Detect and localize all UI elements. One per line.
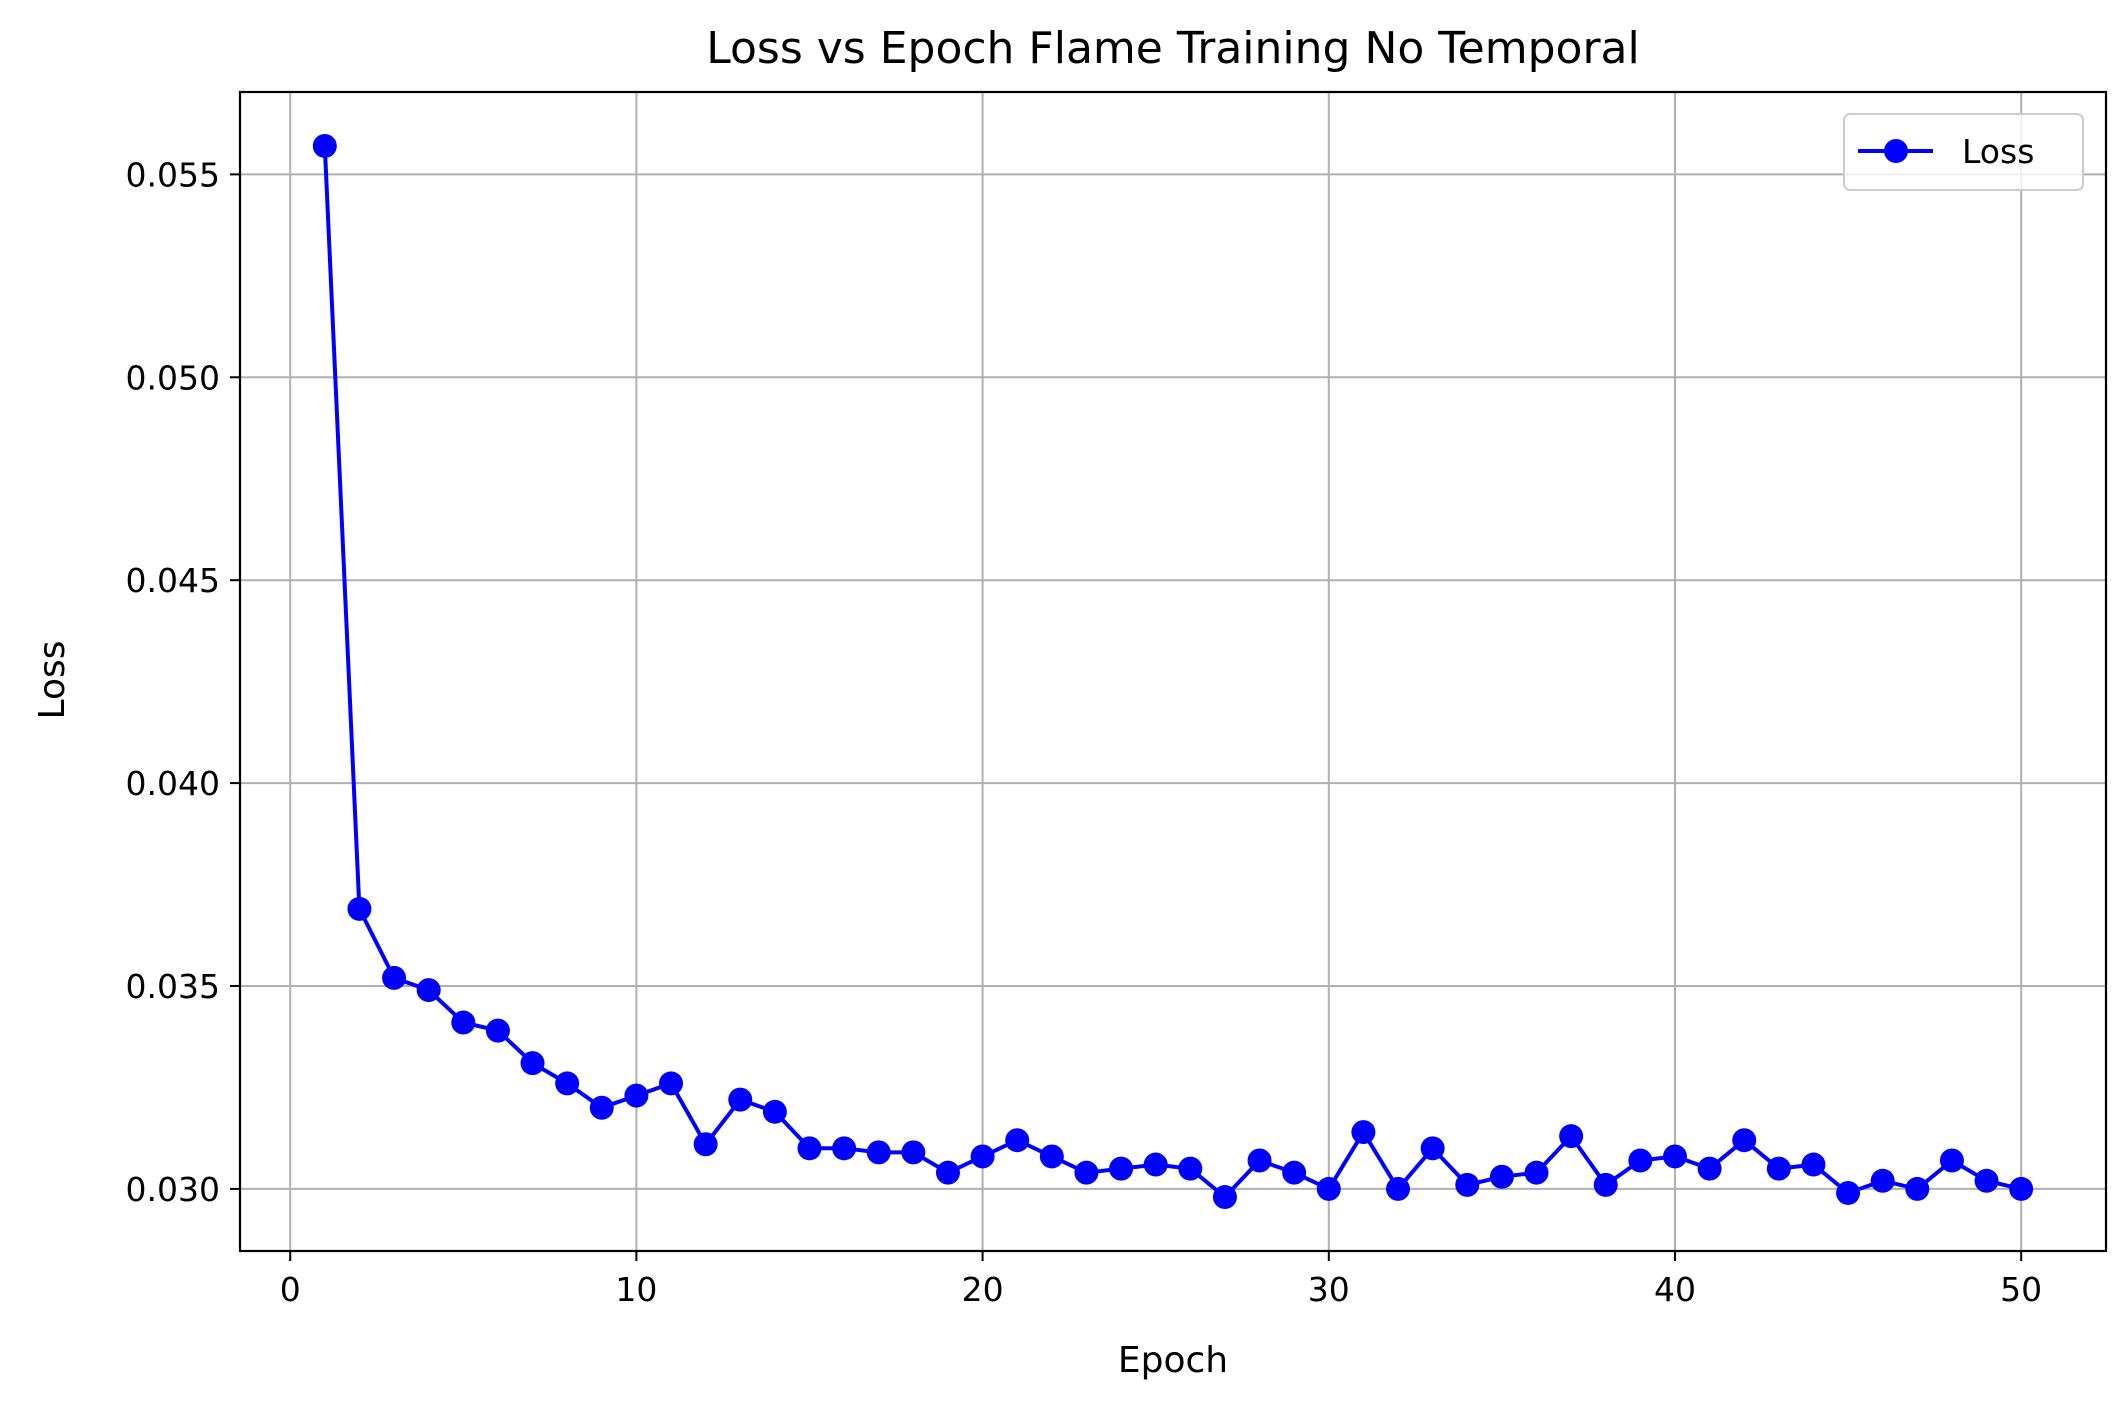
data-point bbox=[1974, 1168, 1999, 1193]
data-point bbox=[1732, 1128, 1757, 1153]
data-point bbox=[1074, 1160, 1099, 1185]
chart-title: Loss vs Epoch Flame Training No Temporal bbox=[706, 23, 1639, 74]
data-point bbox=[935, 1160, 960, 1185]
x-axis-label: Epoch bbox=[1118, 1340, 1228, 1381]
data-point bbox=[1939, 1148, 1964, 1173]
data-point bbox=[1109, 1156, 1134, 1181]
data-point bbox=[659, 1071, 684, 1096]
data-point bbox=[693, 1132, 718, 1157]
x-tick-label: 20 bbox=[962, 1270, 1004, 1309]
data-point bbox=[485, 1018, 510, 1043]
data-point bbox=[1801, 1152, 1826, 1177]
data-point bbox=[451, 1010, 476, 1035]
data-point bbox=[728, 1087, 753, 1112]
grid-layer bbox=[240, 92, 2106, 1251]
y-tick-label: 0.040 bbox=[126, 764, 220, 803]
data-point bbox=[901, 1140, 926, 1165]
data-point bbox=[832, 1136, 857, 1161]
legend-label: Loss bbox=[1962, 132, 2034, 171]
data-point bbox=[1628, 1148, 1653, 1173]
data-point bbox=[1212, 1185, 1237, 1210]
data-point bbox=[416, 978, 441, 1003]
data-point bbox=[1905, 1176, 1930, 1201]
series-layer bbox=[312, 133, 2034, 1210]
data-point bbox=[555, 1071, 580, 1096]
plot-frame bbox=[238, 90, 2108, 1253]
data-point bbox=[1524, 1160, 1549, 1185]
data-point bbox=[1455, 1172, 1480, 1197]
x-tick-label: 50 bbox=[2000, 1270, 2042, 1309]
data-point bbox=[1697, 1156, 1722, 1181]
data-point bbox=[1351, 1120, 1376, 1145]
data-point bbox=[624, 1083, 649, 1108]
tick-layer: 0 10 20 30 40 50 0.030 0.035 0.040 0.045 0.050 0.05… bbox=[126, 155, 2043, 1309]
data-point bbox=[1489, 1164, 1514, 1189]
data-point bbox=[866, 1140, 891, 1165]
y-tick-label: 0.050 bbox=[126, 358, 220, 397]
y-tick-label: 0.055 bbox=[126, 155, 220, 194]
x-tick-label: 40 bbox=[1654, 1270, 1696, 1309]
legend-marker-swatch bbox=[1884, 139, 1908, 163]
data-point bbox=[312, 133, 337, 158]
data-point bbox=[1662, 1144, 1687, 1169]
x-tick-label: 10 bbox=[615, 1270, 657, 1309]
legend-frame bbox=[1843, 113, 2084, 191]
data-point bbox=[1143, 1152, 1168, 1177]
y-tick-label: 0.045 bbox=[126, 561, 220, 600]
data-point bbox=[797, 1136, 822, 1161]
data-point bbox=[1039, 1144, 1064, 1169]
data-point bbox=[1766, 1156, 1791, 1181]
data-point bbox=[1559, 1124, 1584, 1149]
data-point bbox=[1247, 1148, 1272, 1173]
x-tick-label: 30 bbox=[1308, 1270, 1350, 1309]
data-point bbox=[1316, 1176, 1341, 1201]
legend: Loss bbox=[1843, 113, 2084, 191]
data-point bbox=[1870, 1168, 1895, 1193]
y-tick-label: 0.030 bbox=[126, 1170, 220, 1209]
data-point bbox=[1836, 1180, 1861, 1205]
data-point bbox=[1282, 1160, 1307, 1185]
data-point bbox=[2009, 1176, 2034, 1201]
x-tick-label: 0 bbox=[280, 1270, 301, 1309]
y-tick-label: 0.035 bbox=[126, 967, 220, 1006]
data-point bbox=[1420, 1136, 1445, 1161]
data-point bbox=[520, 1051, 545, 1076]
data-point bbox=[347, 896, 372, 921]
data-point bbox=[762, 1099, 787, 1124]
data-point bbox=[1593, 1172, 1618, 1197]
data-point bbox=[589, 1095, 614, 1120]
data-point bbox=[382, 965, 407, 990]
data-point bbox=[1178, 1156, 1203, 1181]
data-point bbox=[1005, 1128, 1030, 1153]
y-axis-label: Loss bbox=[32, 641, 73, 720]
data-point bbox=[970, 1144, 995, 1169]
data-point bbox=[1386, 1176, 1411, 1201]
